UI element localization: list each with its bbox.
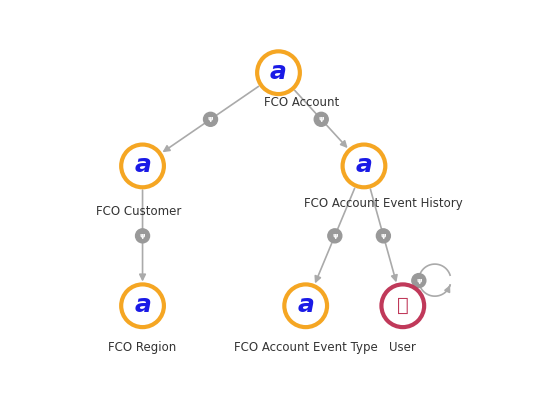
Circle shape — [314, 112, 328, 126]
Text: ψ: ψ — [380, 233, 386, 239]
Text: FCO Account Event History: FCO Account Event History — [304, 197, 463, 210]
Text: a: a — [297, 293, 314, 317]
Text: a: a — [134, 293, 151, 317]
Circle shape — [257, 51, 300, 94]
Circle shape — [121, 145, 164, 187]
Circle shape — [135, 229, 149, 243]
Circle shape — [328, 229, 342, 243]
Circle shape — [121, 284, 164, 327]
Circle shape — [377, 229, 390, 243]
Circle shape — [203, 112, 218, 126]
Circle shape — [343, 145, 385, 187]
Text: ψ: ψ — [319, 116, 324, 122]
Text: ψ: ψ — [140, 233, 145, 239]
Text: a: a — [270, 59, 287, 84]
Text: ψ: ψ — [416, 278, 422, 284]
Circle shape — [412, 273, 426, 288]
Text: FCO Region: FCO Region — [109, 341, 177, 354]
Text: a: a — [355, 153, 373, 177]
Circle shape — [382, 284, 424, 327]
Text: ψ: ψ — [208, 116, 213, 122]
Circle shape — [284, 284, 327, 327]
Text: FCO Account Event Type: FCO Account Event Type — [234, 341, 378, 354]
Text: ψ: ψ — [332, 233, 338, 239]
Text: a: a — [134, 153, 151, 177]
Text: FCO Customer: FCO Customer — [96, 205, 182, 218]
Text: 👥: 👥 — [397, 296, 409, 315]
Text: User: User — [389, 341, 416, 354]
Text: FCO Account: FCO Account — [264, 96, 339, 109]
